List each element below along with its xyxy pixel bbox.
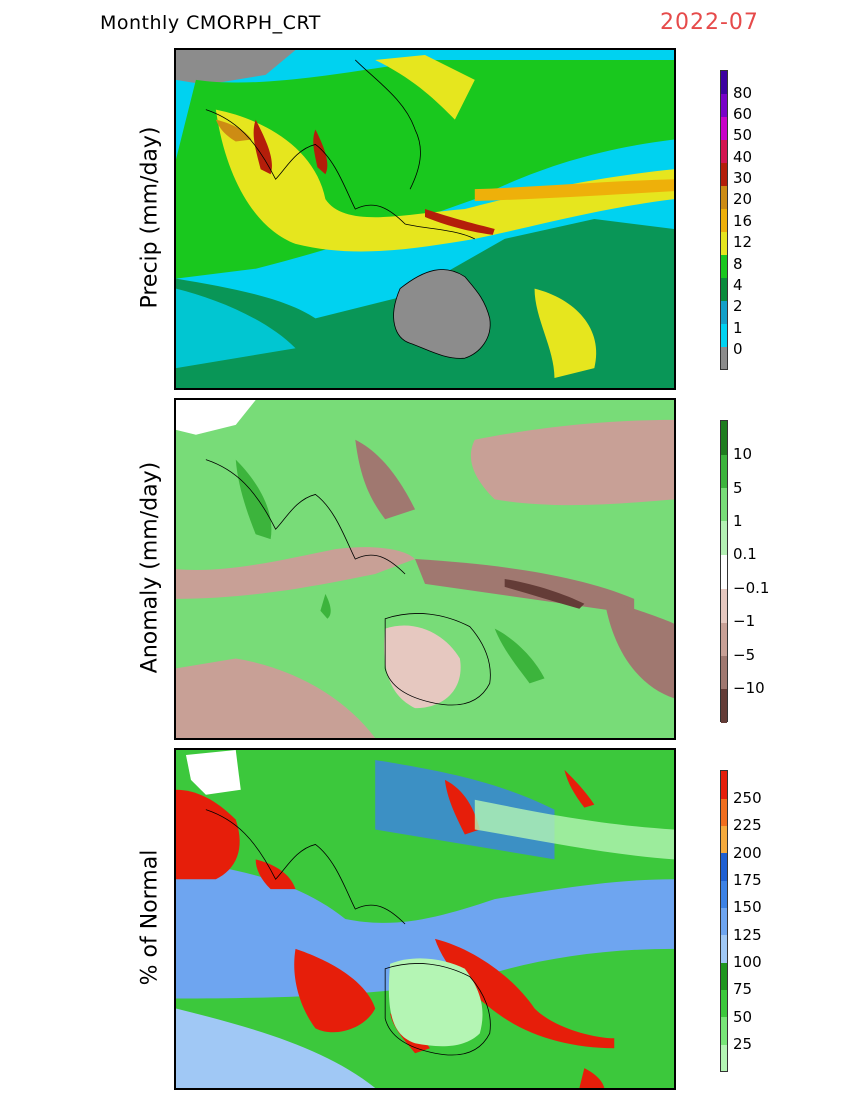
anomaly-map <box>174 398 676 740</box>
percent-legend-25: 25 <box>733 1035 753 1053</box>
anomaly-legend-10: 10 <box>733 445 753 463</box>
percent-normal-axis-label: % of Normal <box>137 849 163 986</box>
anomaly-legend-1: 1 <box>733 512 743 530</box>
map-title: Monthly CMORPH_CRT <box>100 12 321 34</box>
percent-normal-colorbar <box>720 770 728 1072</box>
precip-legend-8: 8 <box>733 255 743 273</box>
precip-map <box>174 48 676 390</box>
percent-legend-50: 50 <box>733 1008 753 1026</box>
precip-legend-80: 80 <box>733 84 753 102</box>
percent-legend-200: 200 <box>733 844 762 862</box>
percent-legend-75: 75 <box>733 980 753 998</box>
anomaly-legend-neg5: −5 <box>733 646 756 664</box>
precip-legend-30: 30 <box>733 169 753 187</box>
map-date: 2022-07 <box>660 10 759 35</box>
precip-colorbar <box>720 70 728 370</box>
percent-legend-250: 250 <box>733 789 762 807</box>
anomaly-legend-0.1: 0.1 <box>733 545 757 563</box>
anomaly-colorbar <box>720 420 728 723</box>
precip-legend-60: 60 <box>733 105 753 123</box>
precip-legend-40: 40 <box>733 148 753 166</box>
precip-legend-2: 2 <box>733 297 743 315</box>
percent-legend-150: 150 <box>733 898 762 916</box>
percent-legend-125: 125 <box>733 926 762 944</box>
precip-legend-16: 16 <box>733 212 753 230</box>
anomaly-legend-5: 5 <box>733 479 743 497</box>
anomaly-legend-neg10: −10 <box>733 679 765 697</box>
percent-legend-175: 175 <box>733 871 762 889</box>
anomaly-legend-neg1: −1 <box>733 612 756 630</box>
precip-axis-label: Precip (mm/day) <box>137 126 163 309</box>
precip-legend-1: 1 <box>733 319 743 337</box>
precip-legend-20: 20 <box>733 190 753 208</box>
precip-legend-4: 4 <box>733 276 743 294</box>
precip-legend-0: 0 <box>733 340 743 358</box>
anomaly-legend-neg0.1: −0.1 <box>733 579 770 597</box>
precip-legend-50: 50 <box>733 126 753 144</box>
percent-legend-225: 225 <box>733 816 762 834</box>
percent-normal-map <box>174 748 676 1090</box>
precip-legend-12: 12 <box>733 233 753 251</box>
percent-legend-100: 100 <box>733 953 762 971</box>
anomaly-axis-label: Anomaly (mm/day) <box>137 461 163 674</box>
